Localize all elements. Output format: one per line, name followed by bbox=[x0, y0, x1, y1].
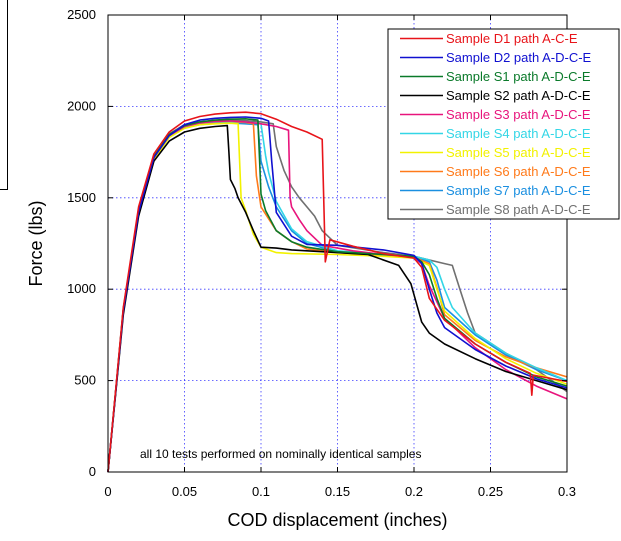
legend-label: Sample D2 path A-D-C-E bbox=[446, 50, 592, 65]
chart-annotation: all 10 tests performed on nominally iden… bbox=[140, 447, 421, 461]
legend-items: Sample D1 path A-C-E Sample D2 path A-D-C… bbox=[400, 31, 592, 217]
legend-label: Sample D1 path A-C-E bbox=[446, 31, 578, 46]
series-line-2 bbox=[107, 116, 568, 473]
x-tick-label: 0.3 bbox=[558, 484, 576, 499]
tick-layer: 0 0.05 0.1 0.15 0.2 0.25 0.3 0 500 1000 1500 2000 25… bbox=[67, 7, 576, 499]
y-tick-label: 0 bbox=[89, 464, 96, 479]
series-layer bbox=[107, 111, 568, 473]
x-tick-label: 0.15 bbox=[325, 484, 350, 499]
y-tick-label: 500 bbox=[74, 373, 96, 388]
legend-label: Sample S2 path A-D-C-E bbox=[446, 88, 591, 103]
legend-label: Sample S7 path A-D-C-E bbox=[446, 183, 591, 198]
x-tick-label: 0.2 bbox=[405, 484, 423, 499]
x-tick-label: 0.1 bbox=[252, 484, 270, 499]
x-tick-label: 0 bbox=[104, 484, 111, 499]
legend-label: Sample S4 path A-D-C-E bbox=[446, 126, 591, 141]
x-tick-label: 0.05 bbox=[172, 484, 197, 499]
y-axis-label: Force (lbs) bbox=[26, 200, 46, 286]
legend: Sample D1 path A-C-E Sample D2 path A-D-C… bbox=[387, 28, 620, 220]
legend-label: Sample S1 path A-D-C-E bbox=[446, 69, 591, 84]
legend-box bbox=[387, 28, 620, 220]
series-line-1 bbox=[107, 111, 568, 473]
y-tick-label: 1000 bbox=[67, 281, 96, 296]
adjacent-panel-edge bbox=[0, 0, 8, 190]
y-tick-label: 2500 bbox=[67, 7, 96, 22]
series-line-7 bbox=[107, 122, 568, 473]
y-tick-label: 1500 bbox=[67, 190, 96, 205]
grid-layer bbox=[108, 15, 567, 472]
x-axis-label: COD displacement (inches) bbox=[227, 510, 447, 530]
y-tick-label: 2000 bbox=[67, 98, 96, 113]
x-tick-label: 0.25 bbox=[478, 484, 503, 499]
legend-label: Sample S3 path A-D-C-E bbox=[446, 107, 591, 122]
legend-label: Sample S6 path A-D-C-E bbox=[446, 164, 591, 179]
legend-label: Sample S5 path A-D-C-E bbox=[446, 145, 591, 160]
series-line-4 bbox=[107, 124, 568, 473]
legend-label: Sample S8 path A-D-C-E bbox=[446, 202, 591, 217]
